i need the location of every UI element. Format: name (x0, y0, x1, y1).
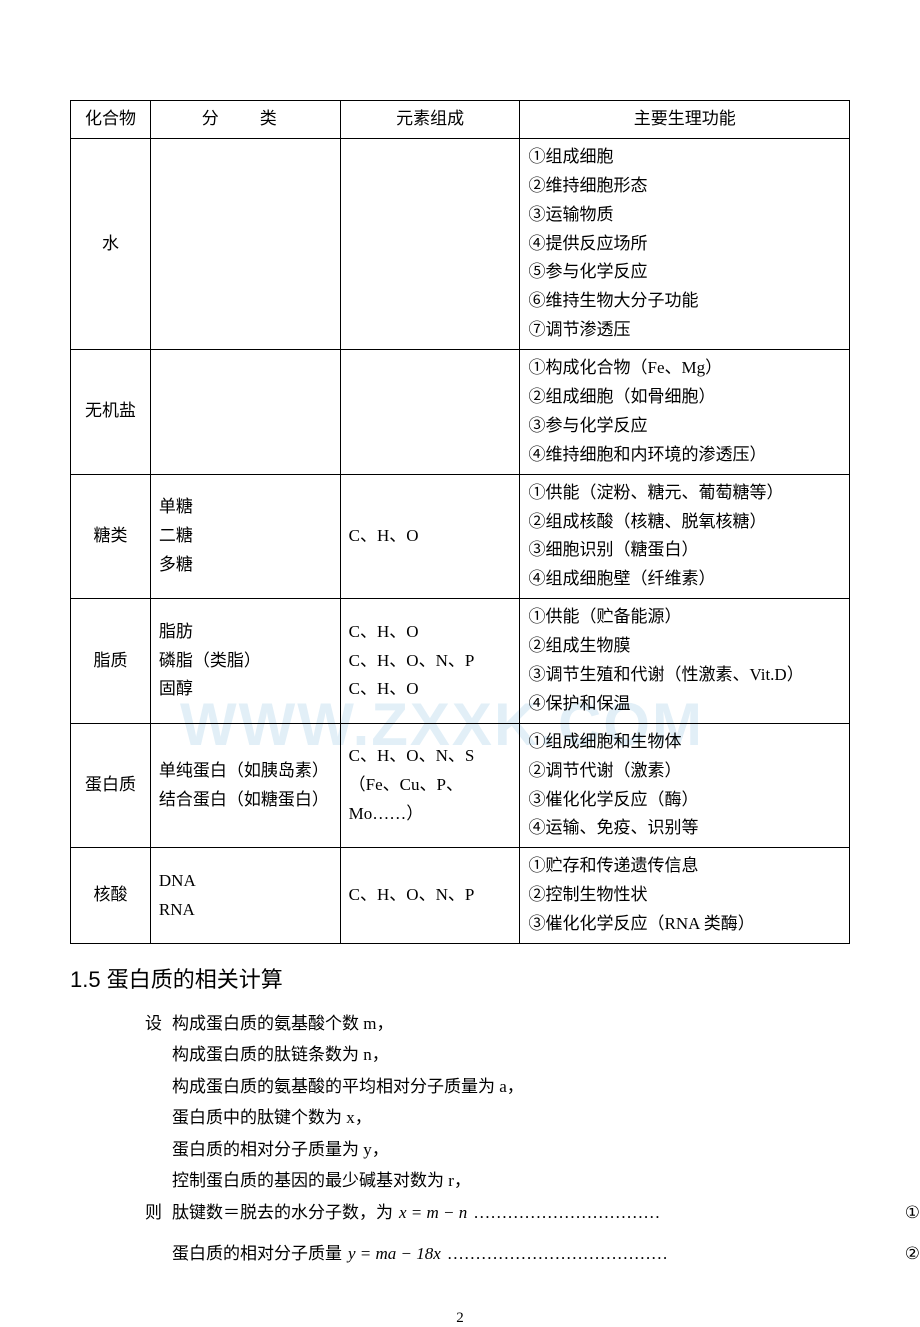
page-number: 2 (0, 1310, 920, 1327)
cell-elements: C、H、O (340, 474, 520, 599)
header-category: 分 类 (150, 101, 340, 139)
table-header-row: 化合物 分 类 元素组成 主要生理功能 (71, 101, 850, 139)
section-title-text: 蛋白质的相关计算 (107, 967, 283, 992)
header-elements: 元素组成 (340, 101, 520, 139)
cell-functions: ①构成化合物（Fe、Mg）②组成细胞（如骨细胞）③参与化学反应④维持细胞和内环境… (520, 350, 850, 475)
calc-line: 构成蛋白质的氨基酸个数 m， (172, 1008, 920, 1039)
header-functions: 主要生理功能 (520, 101, 850, 139)
cell-category: 单糖二糖多糖 (150, 474, 340, 599)
cell-category (150, 138, 340, 349)
calc-line: 蛋白质中的肽键个数为 x， (172, 1102, 920, 1133)
cell-category (150, 350, 340, 475)
cell-category: 单纯蛋白（如胰岛素）结合蛋白（如糖蛋白） (150, 723, 340, 848)
section-number: 1.5 (70, 967, 101, 992)
formula1-dots: …………………………… (473, 1197, 900, 1228)
cell-compound: 无机盐 (71, 350, 151, 475)
cell-compound: 核酸 (71, 848, 151, 944)
cell-category: 脂肪磷脂（类脂）固醇 (150, 599, 340, 724)
table-row: 蛋白质 单纯蛋白（如胰岛素）结合蛋白（如糖蛋白） C、H、O、N、S（Fe、Cu… (71, 723, 850, 848)
formula-line-2: 蛋白质的相对分子质量 y = ma − 18x ………………………………… ② (172, 1238, 920, 1269)
table-row: 脂质 脂肪磷脂（类脂）固醇 C、H、OC、H、O、N、PC、H、O ①供能（贮备… (71, 599, 850, 724)
compound-table: 化合物 分 类 元素组成 主要生理功能 水 ①组成细胞②维持细胞形态③运输物质④… (70, 100, 850, 944)
cell-elements: C、H、O、N、P (340, 848, 520, 944)
cell-functions: ①组成细胞②维持细胞形态③运输物质④提供反应场所⑤参与化学反应⑥维持生物大分子功… (520, 138, 850, 349)
cell-elements (340, 350, 520, 475)
label-then: 则 (130, 1197, 172, 1228)
cell-elements: C、H、OC、H、O、N、PC、H、O (340, 599, 520, 724)
cell-compound: 糖类 (71, 474, 151, 599)
table-row: 核酸 DNARNA C、H、O、N、P ①贮存和传递遗传信息②控制生物性状③催化… (71, 848, 850, 944)
formula2-text: 蛋白质的相对分子质量 (172, 1238, 342, 1269)
formula2-dots: ………………………………… (447, 1238, 901, 1269)
formula-line-1: 肽键数＝脱去的水分子数，为 x = m − n …………………………… ① (172, 1197, 920, 1228)
formula1-text: 肽键数＝脱去的水分子数，为 (172, 1197, 393, 1228)
calc-line: 蛋白质的相对分子质量为 y， (172, 1134, 920, 1165)
table-row: 水 ①组成细胞②维持细胞形态③运输物质④提供反应场所⑤参与化学反应⑥维持生物大分… (71, 138, 850, 349)
cell-functions: ①贮存和传递遗传信息②控制生物性状③催化化学反应（RNA 类酶） (520, 848, 850, 944)
cell-compound: 脂质 (71, 599, 151, 724)
table-row: 糖类 单糖二糖多糖 C、H、O ①供能（淀粉、糖元、葡萄糖等）②组成核酸（核糖、… (71, 474, 850, 599)
cell-functions: ①组成细胞和生物体②调节代谢（激素）③催化化学反应（酶）④运输、免疫、识别等 (520, 723, 850, 848)
label-set: 设 (130, 1008, 172, 1039)
header-compound: 化合物 (71, 101, 151, 139)
formula1-expr: x = m − n (393, 1197, 473, 1228)
calculation-block: 设 构成蛋白质的氨基酸个数 m， 构成蛋白质的肽链条数为 n， 构成蛋白质的氨基… (130, 1008, 920, 1270)
formula2-num: ② (901, 1238, 920, 1269)
cell-elements (340, 138, 520, 349)
formula1-num: ① (901, 1197, 920, 1228)
calc-line: 构成蛋白质的氨基酸的平均相对分子质量为 a， (172, 1071, 920, 1102)
cell-category: DNARNA (150, 848, 340, 944)
section-heading: 1.5 蛋白质的相关计算 (70, 962, 920, 994)
cell-functions: ①供能（淀粉、糖元、葡萄糖等）②组成核酸（核糖、脱氧核糖）③细胞识别（糖蛋白）④… (520, 474, 850, 599)
calc-line: 构成蛋白质的肽链条数为 n， (172, 1039, 920, 1070)
formula2-expr: y = ma − 18x (342, 1238, 447, 1269)
cell-elements: C、H、O、N、S（Fe、Cu、P、Mo……） (340, 723, 520, 848)
calc-line: 控制蛋白质的基因的最少碱基对数为 r， (172, 1165, 920, 1196)
cell-functions: ①供能（贮备能源）②组成生物膜③调节生殖和代谢（性激素、Vit.D）④保护和保温 (520, 599, 850, 724)
cell-compound: 水 (71, 138, 151, 349)
cell-compound: 蛋白质 (71, 723, 151, 848)
table-row: 无机盐 ①构成化合物（Fe、Mg）②组成细胞（如骨细胞）③参与化学反应④维持细胞… (71, 350, 850, 475)
